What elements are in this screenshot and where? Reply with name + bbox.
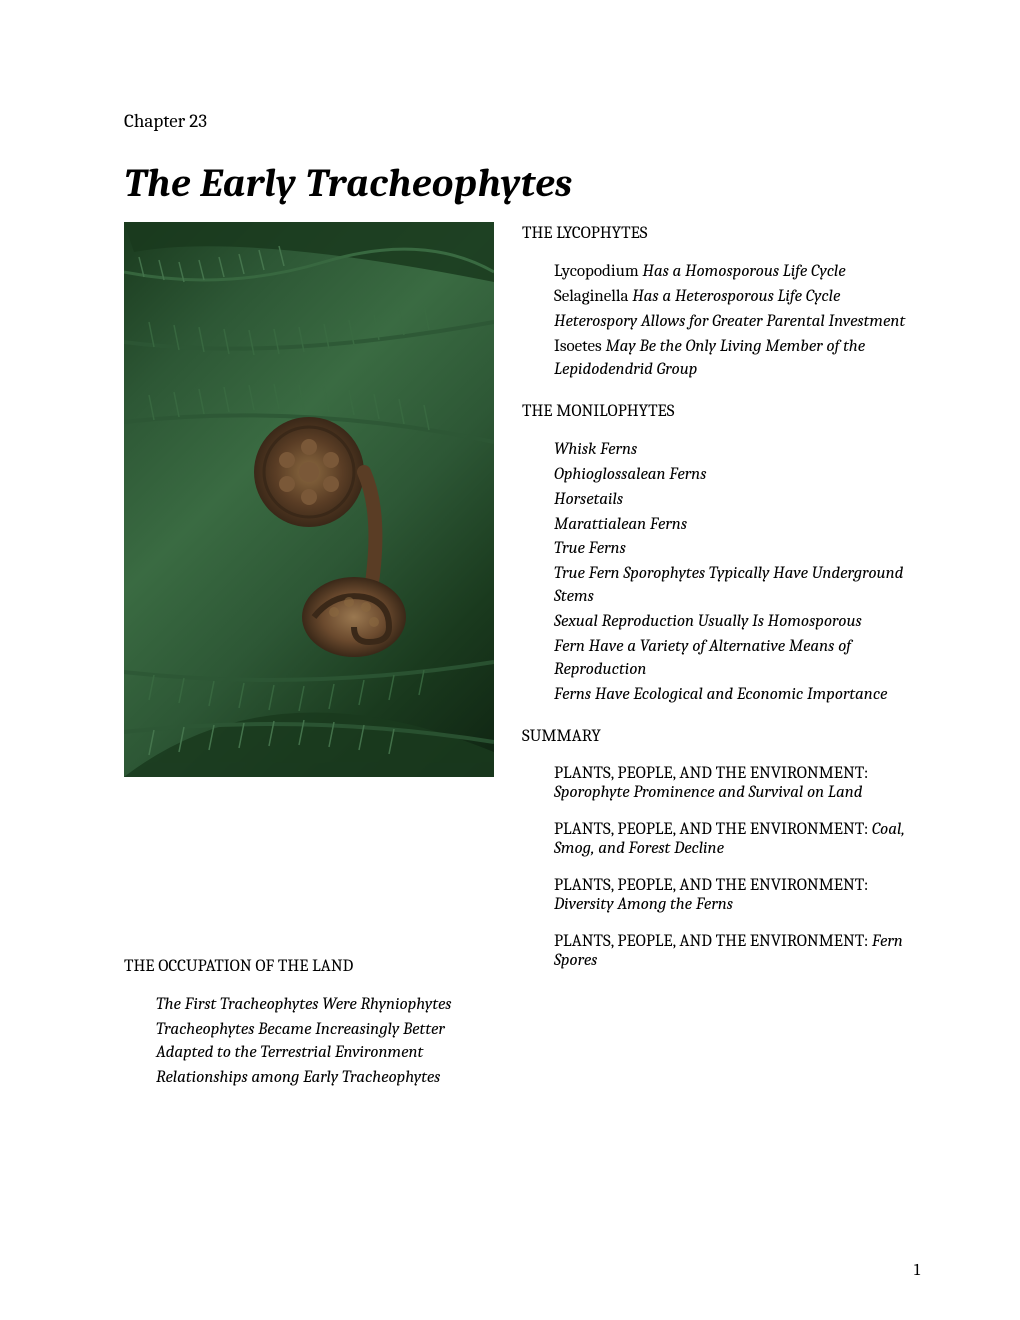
entry: Marattialean Ferns (554, 514, 920, 537)
entry: The First Tracheophytes Were Rhyniophyte… (156, 994, 494, 1017)
lycophytes-entries: Lycopodium Has a Homosporous Life Cycle … (522, 261, 920, 382)
entry: Horsetails (554, 489, 920, 512)
summary-topic: Diversity Among the Ferns (554, 895, 733, 914)
summary-label: PLANTS, PEOPLE, AND THE ENVIRONMENT: (554, 876, 868, 895)
summary-block: PLANTS, PEOPLE, AND THE ENVIRONMENT: Fer… (554, 932, 920, 970)
content-columns: THE OCCUPATION OF THE LAND The First Tra… (124, 222, 920, 1110)
section-heading-summary: SUMMARY (522, 727, 920, 746)
entry: Sexual Reproduction Usually Is Homosporo… (554, 611, 920, 634)
summary-topic: Sporophyte Prominence and Survival on La… (554, 783, 863, 802)
entry: Tracheophytes Became Increasingly Better… (156, 1019, 494, 1065)
entry: Heterospory Allows for Greater Parental … (554, 311, 920, 334)
section-heading-lycophytes: THE LYCOPHYTES (522, 224, 920, 243)
entry: Relationships among Early Tracheophytes (156, 1067, 494, 1090)
summary-block: PLANTS, PEOPLE, AND THE ENVIRONMENT: Spo… (554, 764, 920, 802)
summary-label: PLANTS, PEOPLE, AND THE ENVIRONMENT: (554, 764, 868, 783)
page-title: The Early Tracheophytes (124, 160, 920, 206)
entry: True Fern Sporophytes Typically Have Und… (554, 563, 920, 609)
page-number: 1 (914, 1261, 920, 1280)
entry: True Ferns (554, 538, 920, 561)
summary-block: PLANTS, PEOPLE, AND THE ENVIRONMENT: Div… (554, 876, 920, 914)
entry: Isoetes May Be the Only Living Member of… (554, 336, 920, 382)
right-column: THE LYCOPHYTES Lycopodium Has a Homospor… (514, 222, 920, 1110)
summary-entries: PLANTS, PEOPLE, AND THE ENVIRONMENT: Spo… (522, 764, 920, 970)
entry: Selaginella Has a Heterosporous Life Cyc… (554, 286, 920, 309)
summary-label: PLANTS, PEOPLE, AND THE ENVIRONMENT: (554, 820, 872, 839)
entry: Fern Have a Variety of Alternative Means… (554, 636, 920, 682)
section-heading-occupation: THE OCCUPATION OF THE LAND (124, 957, 494, 976)
section-heading-monilophytes: THE MONILOPHYTES (522, 402, 920, 421)
entry: Whisk Ferns (554, 439, 920, 462)
occupation-entries: The First Tracheophytes Were Rhyniophyte… (124, 994, 494, 1090)
summary-block: PLANTS, PEOPLE, AND THE ENVIRONMENT: Coa… (554, 820, 920, 858)
monilophytes-entries: Whisk Ferns Ophioglossalean Ferns Horset… (522, 439, 920, 707)
entry: Lycopodium Has a Homosporous Life Cycle (554, 261, 920, 284)
left-column: THE OCCUPATION OF THE LAND The First Tra… (124, 222, 494, 1110)
chapter-label: Chapter 23 (124, 110, 920, 132)
summary-label: PLANTS, PEOPLE, AND THE ENVIRONMENT: (554, 932, 872, 951)
entry: Ophioglossalean Ferns (554, 464, 920, 487)
fern-photo (124, 222, 494, 777)
entry: Ferns Have Ecological and Economic Impor… (554, 684, 920, 707)
